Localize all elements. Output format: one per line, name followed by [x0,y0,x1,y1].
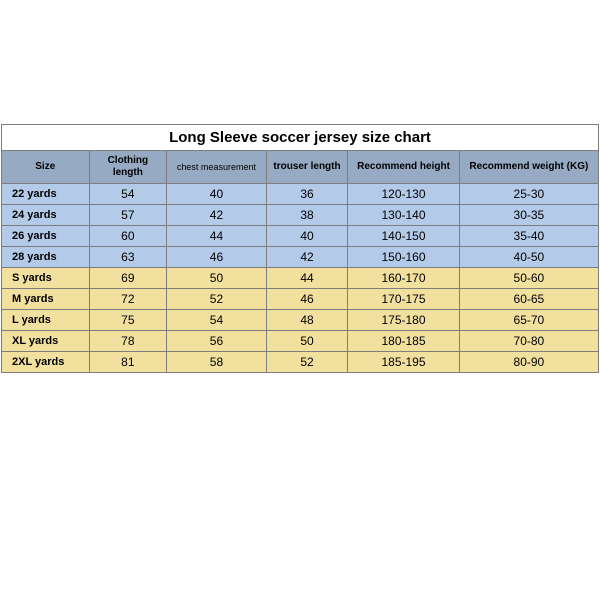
size-chart-table: Long Sleeve soccer jersey size chart Siz… [1,124,599,373]
table-row: 24 yards574238130-14030-35 [2,205,599,226]
cell-size: 22 yards [2,184,90,205]
col-trouser-length: trouser length [266,151,348,184]
table-row: 22 yards544036120-13025-30 [2,184,599,205]
cell-size: L yards [2,310,90,331]
cell-value: 60-65 [459,289,598,310]
cell-value: 38 [266,205,348,226]
cell-value: 50 [167,268,267,289]
cell-value: 42 [266,247,348,268]
cell-value: 78 [89,331,167,352]
cell-value: 46 [167,247,267,268]
col-size: Size [2,151,90,184]
table-row: XL yards785650180-18570-80 [2,331,599,352]
cell-value: 150-160 [348,247,459,268]
cell-value: 72 [89,289,167,310]
cell-value: 120-130 [348,184,459,205]
cell-value: 30-35 [459,205,598,226]
cell-size: 28 yards [2,247,90,268]
cell-value: 40 [167,184,267,205]
cell-value: 44 [167,226,267,247]
cell-value: 40-50 [459,247,598,268]
cell-value: 25-30 [459,184,598,205]
cell-value: 180-185 [348,331,459,352]
cell-value: 52 [266,352,348,373]
cell-value: 58 [167,352,267,373]
cell-value: 56 [167,331,267,352]
cell-value: 75 [89,310,167,331]
cell-value: 170-175 [348,289,459,310]
cell-value: 46 [266,289,348,310]
cell-value: 130-140 [348,205,459,226]
col-clothing-length: Clothing length [89,151,167,184]
cell-value: 60 [89,226,167,247]
cell-value: 185-195 [348,352,459,373]
cell-size: XL yards [2,331,90,352]
cell-value: 63 [89,247,167,268]
cell-value: 69 [89,268,167,289]
cell-value: 70-80 [459,331,598,352]
header-row: Size Clothing length chest measurement t… [2,151,599,184]
cell-value: 175-180 [348,310,459,331]
cell-value: 57 [89,205,167,226]
table-row: 28 yards634642150-16040-50 [2,247,599,268]
cell-size: 24 yards [2,205,90,226]
cell-value: 36 [266,184,348,205]
cell-value: 48 [266,310,348,331]
cell-value: 80-90 [459,352,598,373]
cell-value: 35-40 [459,226,598,247]
table-row: S yards695044160-17050-60 [2,268,599,289]
cell-value: 54 [167,310,267,331]
col-recommend-height: Recommend height [348,151,459,184]
cell-value: 52 [167,289,267,310]
cell-size: 2XL yards [2,352,90,373]
col-chest: chest measurement [167,151,267,184]
chart-title: Long Sleeve soccer jersey size chart [2,125,599,151]
table-row: 2XL yards815852185-19580-90 [2,352,599,373]
cell-value: 81 [89,352,167,373]
cell-value: 65-70 [459,310,598,331]
cell-size: S yards [2,268,90,289]
table-row: L yards755448175-18065-70 [2,310,599,331]
table-row: M yards725246170-17560-65 [2,289,599,310]
cell-value: 40 [266,226,348,247]
size-chart-container: Long Sleeve soccer jersey size chart Siz… [0,0,600,373]
cell-size: 26 yards [2,226,90,247]
table-row: 26 yards604440140-15035-40 [2,226,599,247]
cell-value: 50 [266,331,348,352]
cell-size: M yards [2,289,90,310]
title-row: Long Sleeve soccer jersey size chart [2,125,599,151]
cell-value: 54 [89,184,167,205]
cell-value: 42 [167,205,267,226]
cell-value: 50-60 [459,268,598,289]
cell-value: 160-170 [348,268,459,289]
cell-value: 140-150 [348,226,459,247]
cell-value: 44 [266,268,348,289]
col-recommend-weight: Recommend weight (KG) [459,151,598,184]
